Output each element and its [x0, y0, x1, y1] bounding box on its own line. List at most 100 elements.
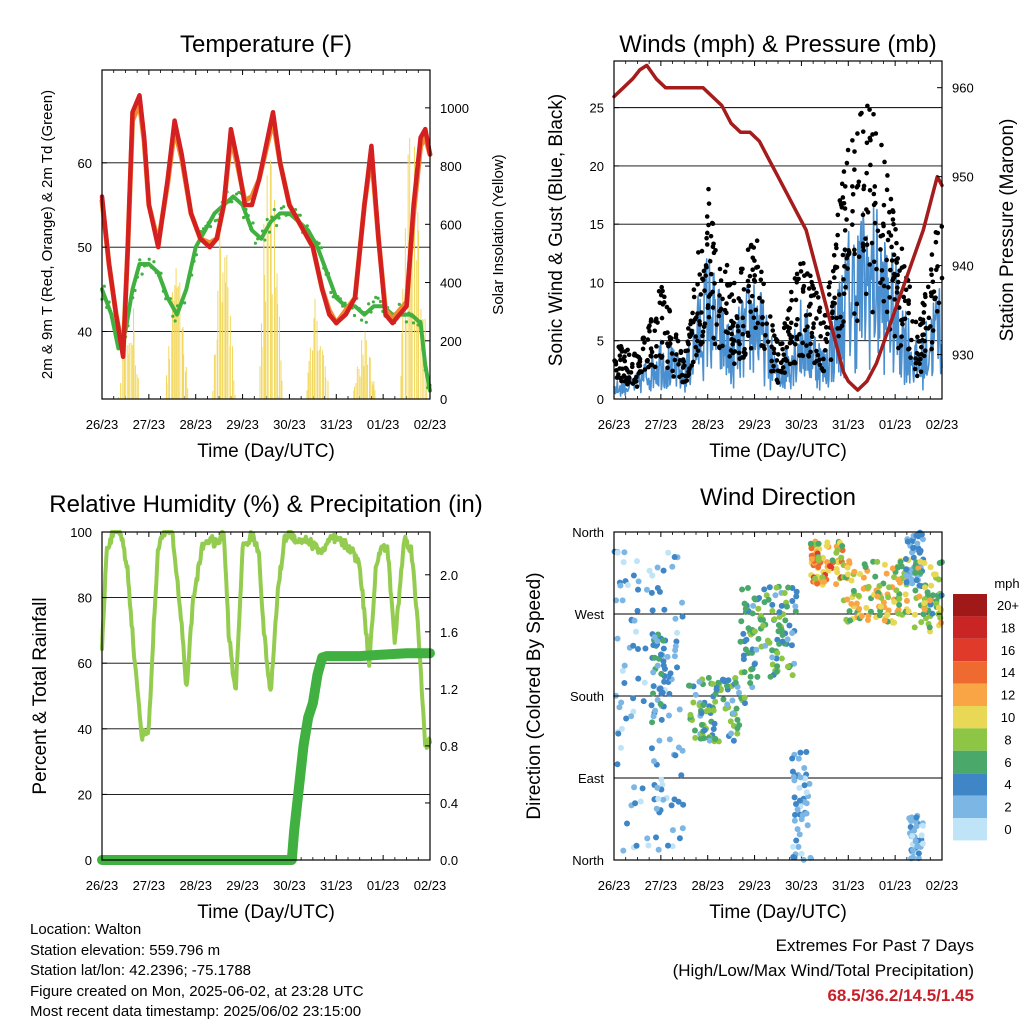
gust-point: [645, 337, 651, 342]
direction-point: [880, 599, 887, 606]
gust-point: [771, 350, 777, 356]
direction-point: [926, 624, 933, 631]
dewpoint-point: [298, 213, 302, 217]
direction-point: [751, 628, 758, 635]
direction-point: [650, 669, 657, 676]
direction-point: [661, 665, 668, 672]
gust-point: [659, 355, 664, 360]
y2-tick-label: 400: [440, 276, 462, 291]
x-axis-label-3: Time (Day/UTC): [709, 902, 847, 923]
created-text: Figure created on Mon, 2025-06-02, at 23…: [30, 982, 364, 1000]
direction-point: [617, 582, 624, 589]
direction-point: [637, 798, 644, 805]
gust-point: [753, 325, 758, 331]
direction-point: [913, 823, 920, 830]
direction-point: [906, 815, 913, 822]
gust-point: [705, 305, 711, 311]
dewpoint-point: [362, 311, 366, 315]
direction-point: [617, 744, 624, 751]
gust-point: [781, 352, 787, 357]
dewpoint-point: [204, 224, 208, 228]
gust-point: [834, 315, 839, 321]
gust-point: [792, 276, 798, 281]
dewpoint-point: [112, 323, 116, 328]
direction-point: [905, 573, 912, 580]
gust-point: [786, 325, 792, 331]
direction-point: [784, 663, 791, 670]
gust-point: [738, 266, 744, 272]
gust-point: [754, 265, 759, 270]
direction-point: [927, 597, 934, 604]
dewpoint-point: [402, 313, 406, 317]
gust-point: [669, 351, 675, 356]
x-tick-label: 26/23: [86, 878, 119, 893]
x-tick-label: 30/23: [273, 417, 306, 432]
gust-point: [921, 332, 927, 338]
gust-point: [808, 301, 813, 307]
gust-point: [748, 345, 754, 351]
gust-point: [891, 221, 896, 227]
gust-point: [863, 236, 868, 241]
direction-point: [645, 842, 652, 849]
x-tick-label: 02/23: [926, 417, 959, 432]
direction-point: [730, 737, 737, 744]
direction-point: [853, 600, 860, 607]
dewpoint-point: [145, 263, 149, 267]
gust-point: [745, 288, 751, 294]
direction-point: [633, 842, 640, 849]
gust-point: [653, 316, 659, 322]
y-tick-label: 50: [78, 240, 92, 255]
gust-point: [841, 169, 847, 174]
direction-point: [674, 629, 681, 636]
gust-point: [696, 250, 701, 255]
direction-point: [710, 726, 717, 733]
x-tick-label: 27/23: [645, 878, 678, 893]
direction-point: [712, 735, 719, 742]
gust-point: [875, 228, 881, 234]
direction-point: [788, 642, 795, 649]
location-text: Location: Walton: [30, 921, 142, 938]
gust-point: [747, 273, 753, 279]
dewpoint-point: [178, 304, 182, 309]
gust-point: [745, 330, 751, 336]
gust-point: [711, 335, 716, 341]
y-tick-label: South: [570, 689, 604, 704]
gust-point: [836, 333, 841, 339]
direction-point: [660, 796, 667, 803]
direction-point: [769, 654, 776, 661]
gust-point: [929, 346, 934, 352]
direction-point: [706, 737, 713, 744]
y-tick-label: 15: [590, 217, 604, 232]
direction-point: [660, 658, 667, 665]
direction-point: [669, 563, 676, 570]
colorbar-label: 8: [1004, 732, 1011, 747]
gust-point: [871, 191, 877, 197]
gust-point: [700, 333, 705, 339]
direction-point: [913, 532, 920, 539]
gust-point: [845, 147, 851, 153]
direction-point: [919, 822, 926, 829]
direction-point: [754, 673, 761, 680]
dewpoint-point: [326, 271, 331, 276]
gust-point: [843, 284, 848, 290]
direction-point: [793, 593, 800, 600]
gust-point: [751, 277, 757, 283]
gust-point: [895, 272, 900, 278]
dewpoint-point: [201, 227, 206, 231]
gust-point: [894, 290, 900, 295]
gust-point: [787, 340, 793, 346]
y2-tick-label: 940: [952, 259, 974, 274]
gust-point: [867, 262, 873, 267]
direction-point: [679, 599, 686, 606]
direction-point: [640, 698, 647, 705]
gust-point: [906, 299, 911, 304]
gust-point: [864, 170, 869, 176]
gust-point: [774, 358, 780, 363]
direction-point: [734, 716, 741, 723]
dewpoint-point: [161, 289, 165, 293]
gust-point: [909, 337, 914, 343]
colorbar-label: 16: [1001, 643, 1015, 658]
direction-point: [700, 735, 707, 742]
y-tick-label: 40: [78, 722, 92, 737]
x-tick-label: 31/23: [832, 417, 865, 432]
